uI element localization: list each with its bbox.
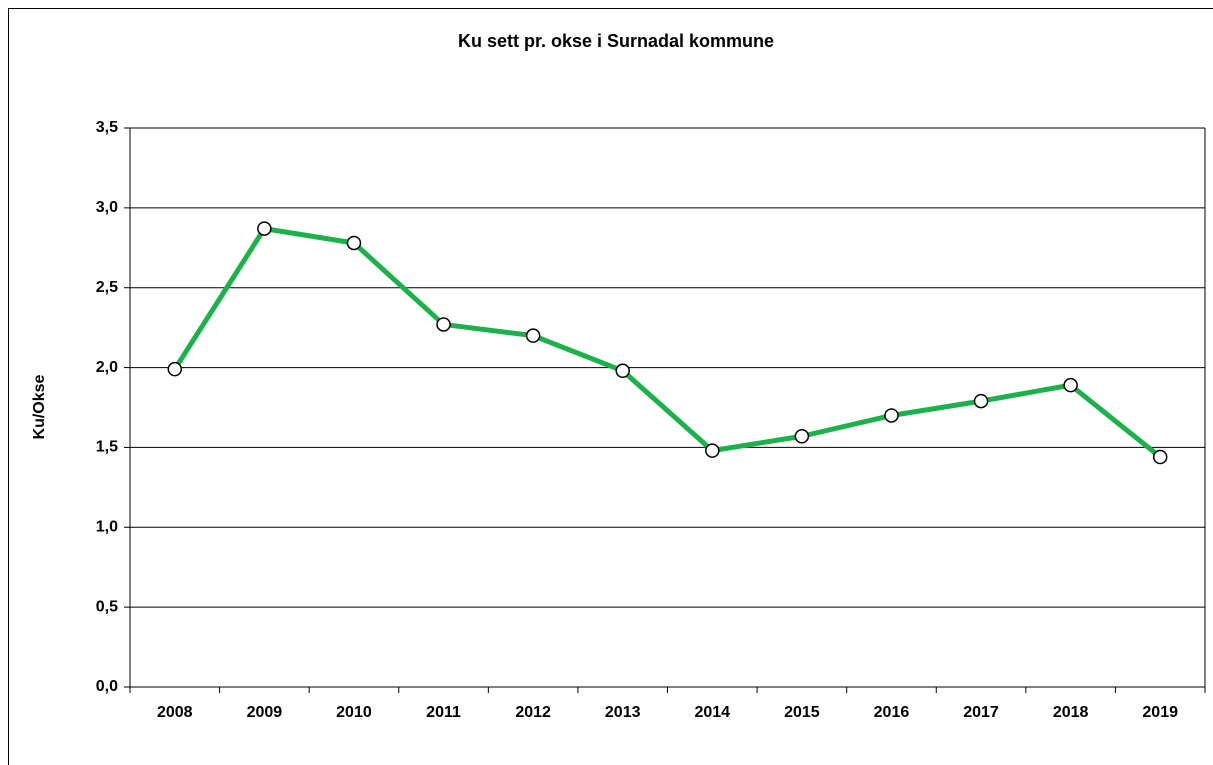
x-tick-label: 2010: [336, 704, 372, 721]
x-tick-label: 2017: [963, 704, 999, 721]
y-axis-label: Ku/Okse: [31, 374, 48, 439]
y-tick-label: 2,5: [96, 279, 118, 296]
data-point: [615, 363, 630, 379]
chart-frame: [8, 8, 1213, 765]
data-point: [884, 408, 899, 423]
y-tick-label: 1,5: [96, 439, 118, 456]
data-point: [346, 235, 362, 251]
y-tick-label: 2,0: [96, 359, 118, 376]
data-point: [525, 328, 541, 343]
data-point: [1152, 449, 1168, 465]
data-point: [794, 428, 810, 444]
x-tick-label: 2018: [1053, 704, 1089, 721]
y-tick-label: 3,5: [96, 119, 118, 136]
data-point: [973, 393, 989, 409]
y-tick-label: 1,0: [96, 519, 118, 536]
x-tick-label: 2012: [515, 704, 551, 721]
x-tick-label: 2015: [784, 704, 820, 721]
data-line: [172, 226, 1162, 459]
x-tick-label: 2008: [157, 704, 193, 721]
x-tick-label: 2016: [874, 704, 910, 721]
data-point: [705, 443, 720, 458]
chart-title: Ku sett pr. okse i Surnadal kommune: [458, 31, 774, 51]
data-point: [257, 221, 272, 236]
y-tick-label: 0,0: [96, 678, 118, 695]
data-point: [167, 361, 183, 377]
data-point: [436, 317, 451, 332]
x-tick-label: 2014: [694, 704, 730, 721]
x-tick-label: 2019: [1142, 704, 1178, 721]
x-tick-label: 2011: [426, 704, 461, 721]
x-tick-label: 2013: [605, 704, 641, 721]
y-tick-label: 3,0: [96, 199, 118, 216]
x-tick-label: 2009: [247, 704, 283, 721]
data-point: [1063, 377, 1078, 393]
y-tick-label: 0,5: [96, 598, 118, 615]
